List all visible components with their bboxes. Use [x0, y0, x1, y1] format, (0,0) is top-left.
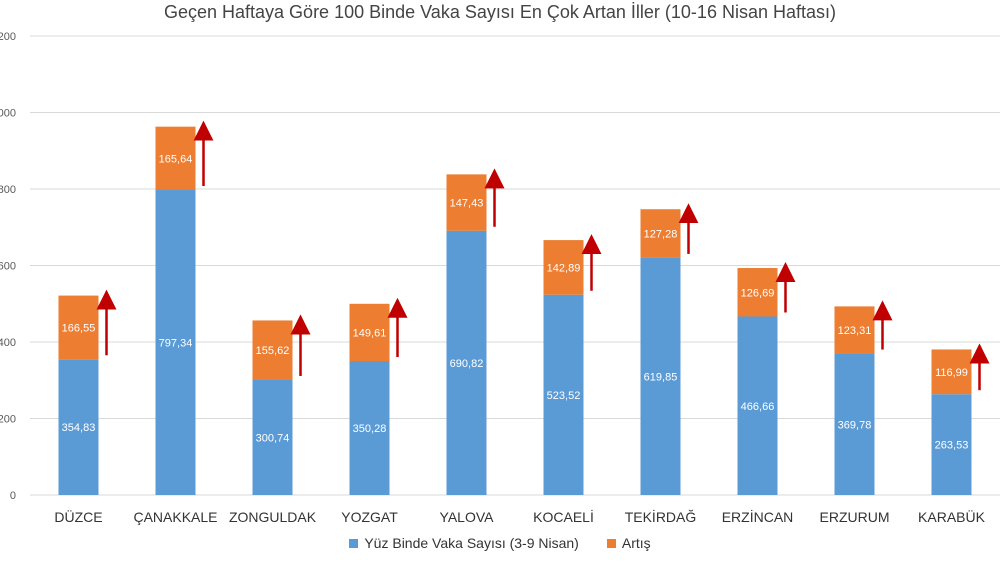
- x-tick-label: YALOVA: [440, 509, 495, 525]
- bar-base-data-label: 369,78: [838, 419, 872, 431]
- x-tick-label: KOCAELİ: [533, 508, 594, 525]
- y-tick-label: 0: [10, 490, 16, 502]
- bar-base-data-label: 619,85: [644, 371, 678, 383]
- bar-increase-data-label: 149,61: [353, 327, 387, 339]
- bar-base-segment: [58, 359, 99, 495]
- bar-base-segment: [252, 379, 293, 495]
- legend-label-base: Yüz Binde Vaka Sayısı (3-9 Nisan): [364, 535, 579, 551]
- bar-base-data-label: 300,74: [256, 432, 290, 444]
- y-tick-label: 800: [0, 184, 16, 196]
- bar-increase-data-label: 147,43: [450, 198, 484, 210]
- bar-base-data-label: 690,82: [450, 358, 484, 370]
- y-tick-label: 600: [0, 261, 16, 273]
- bar-increase-segment: [640, 209, 681, 258]
- x-tick-label: YOZGAT: [341, 509, 398, 525]
- bar-increase-segment: [834, 306, 875, 354]
- bar-increase-segment: [446, 174, 487, 231]
- bar-increase-data-label: 166,55: [62, 322, 96, 334]
- legend-label-increase: Artış: [621, 535, 651, 551]
- bar-increase-segment: [155, 126, 196, 191]
- bar-increase-data-label: 155,62: [256, 345, 290, 357]
- y-tick-label: 200: [0, 414, 16, 426]
- bar-increase-segment: [349, 303, 390, 362]
- bar-base-segment: [737, 316, 778, 495]
- legend-swatch-base: [349, 538, 359, 548]
- chart-title: Geçen Haftaya Göre 100 Binde Vaka Sayısı…: [163, 2, 836, 22]
- bar-base-segment: [349, 361, 390, 495]
- bar-base-segment: [931, 394, 972, 495]
- x-tick-label: KARABÜK: [918, 508, 986, 525]
- bar-increase-data-label: 142,89: [547, 262, 581, 274]
- bar-base-segment: [155, 190, 196, 495]
- y-tick-label: 1200: [0, 31, 16, 43]
- bar-increase-segment: [58, 295, 99, 360]
- chart-legend: Yüz Binde Vaka Sayısı (3-9 Nisan) Artış: [0, 535, 1000, 551]
- bar-base-data-label: 354,83: [62, 422, 96, 434]
- legend-item-base: Yüz Binde Vaka Sayısı (3-9 Nisan): [349, 535, 579, 551]
- bar-base-segment: [446, 230, 487, 495]
- x-tick-label: ERZURUM: [820, 509, 890, 525]
- bar-base-segment: [834, 353, 875, 495]
- bar-increase-data-label: 123,31: [838, 325, 872, 337]
- x-tick-label: ÇANAKKALE: [133, 509, 217, 525]
- y-tick-label: 400: [0, 337, 16, 349]
- legend-item-increase: Artış: [606, 535, 651, 551]
- bar-base-segment: [543, 294, 584, 495]
- bar-increase-segment: [252, 320, 293, 380]
- bar-increase-data-label: 165,64: [159, 153, 193, 165]
- bar-base-data-label: 523,52: [547, 390, 581, 402]
- bar-increase-data-label: 116,99: [935, 367, 968, 379]
- bar-increase-data-label: 127,28: [644, 229, 678, 241]
- x-tick-label: ZONGULDAK: [229, 509, 317, 525]
- y-tick-label: 1000: [0, 108, 16, 120]
- bar-base-data-label: 466,66: [741, 401, 775, 413]
- x-tick-label: DÜZCE: [54, 508, 102, 525]
- bar-base-data-label: 797,34: [159, 338, 193, 350]
- bar-base-data-label: 350,28: [353, 423, 387, 435]
- x-tick-label: ERZİNCAN: [722, 508, 794, 525]
- bar-increase-segment: [931, 349, 972, 395]
- x-tick-label: TEKİRDAĞ: [625, 508, 697, 525]
- bar-increase-segment: [543, 240, 584, 295]
- bar-increase-segment: [737, 268, 778, 317]
- bar-increase-data-label: 126,69: [741, 287, 775, 299]
- bar-base-segment: [640, 257, 681, 495]
- bar-base-data-label: 263,53: [935, 440, 969, 452]
- legend-swatch-increase: [606, 538, 616, 548]
